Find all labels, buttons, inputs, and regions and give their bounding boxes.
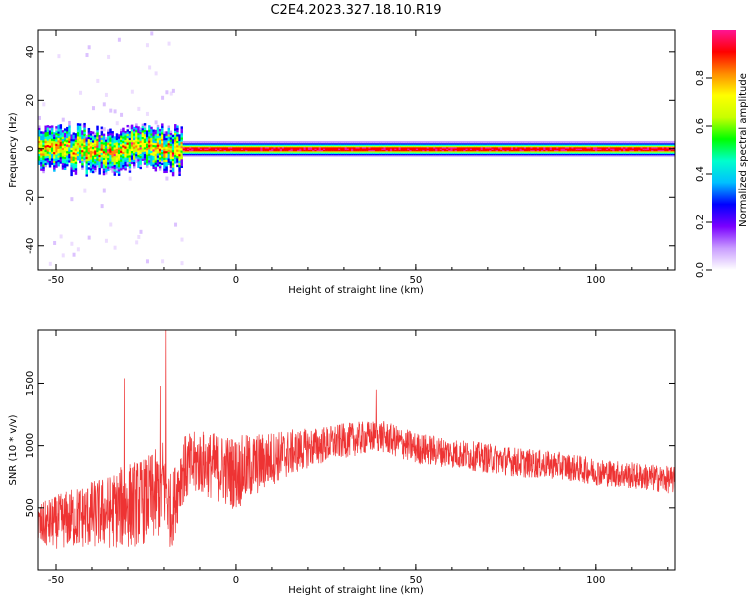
- snr-ytick-label: 500: [25, 498, 36, 517]
- spectrogram-axes: -50 0 50 100 -40 -20 0 20 40: [25, 30, 675, 286]
- snr-xtick-label: 50: [410, 575, 423, 586]
- snr-xtick-label: -50: [48, 575, 64, 586]
- snr-ytick-label: 1500: [25, 371, 36, 396]
- spectrogram-xlabel: Height of straight line (km): [288, 285, 424, 296]
- colorbar-tick-label: 0.4: [695, 166, 706, 182]
- spectrogram-ytick-label: -20: [25, 189, 36, 205]
- colorbar-gradient: [712, 30, 736, 270]
- snr-frame: [37, 329, 676, 571]
- spectrogram-ylabel: Frequency (Hz): [8, 112, 19, 188]
- colorbar-ticks: 0.0 0.2 0.4 0.6 0.8: [695, 70, 712, 278]
- spectrogram-ytick-label: 20: [25, 94, 36, 107]
- snr-ylabel: SNR (10 * v/v): [8, 414, 19, 485]
- colorbar-tick-label: 0.6: [695, 118, 706, 134]
- spectrogram-xtick-label: -50: [48, 275, 64, 286]
- snr-xtick-label: 0: [233, 575, 239, 586]
- snr-axes: -50 0 50 100 500 1000 1500: [25, 330, 675, 586]
- spectrogram-frame: [37, 29, 676, 271]
- snr-panel: -50 0 50 100 500 1000 1500 Height of straight …: [8, 329, 676, 596]
- spectrogram-heatmap: [38, 31, 675, 266]
- spectrogram-ytick-label: -40: [25, 238, 36, 254]
- colorbar: 0.0 0.2 0.4 0.6 0.8 Normalized spectral ampl…: [695, 30, 749, 278]
- spectrogram-panel: -50 0 50 100 -40 -20 0 20 40 Height of straight …: [8, 29, 676, 296]
- snr-series-line: [38, 330, 675, 549]
- figure-title: C2E4.2023.327.18.10.R19: [270, 3, 441, 18]
- colorbar-tick-label: 0.8: [695, 70, 706, 86]
- snr-xtick-label: 100: [586, 575, 605, 586]
- snr-ytick-label: 1000: [25, 433, 36, 458]
- spectrogram-ytick-label: 0: [25, 146, 36, 152]
- spectrogram-xtick-label: 50: [410, 275, 423, 286]
- snr-xlabel: Height of straight line (km): [288, 585, 424, 596]
- colorbar-label: Normalized spectral amplitude: [738, 73, 749, 227]
- spectrogram-ytick-label: 40: [25, 45, 36, 58]
- spectrogram-xtick-label: 100: [586, 275, 605, 286]
- spectrogram-xtick-label: 0: [233, 275, 239, 286]
- colorbar-tick-label: 0.0: [695, 262, 706, 278]
- colorbar-tick-label: 0.2: [695, 214, 706, 230]
